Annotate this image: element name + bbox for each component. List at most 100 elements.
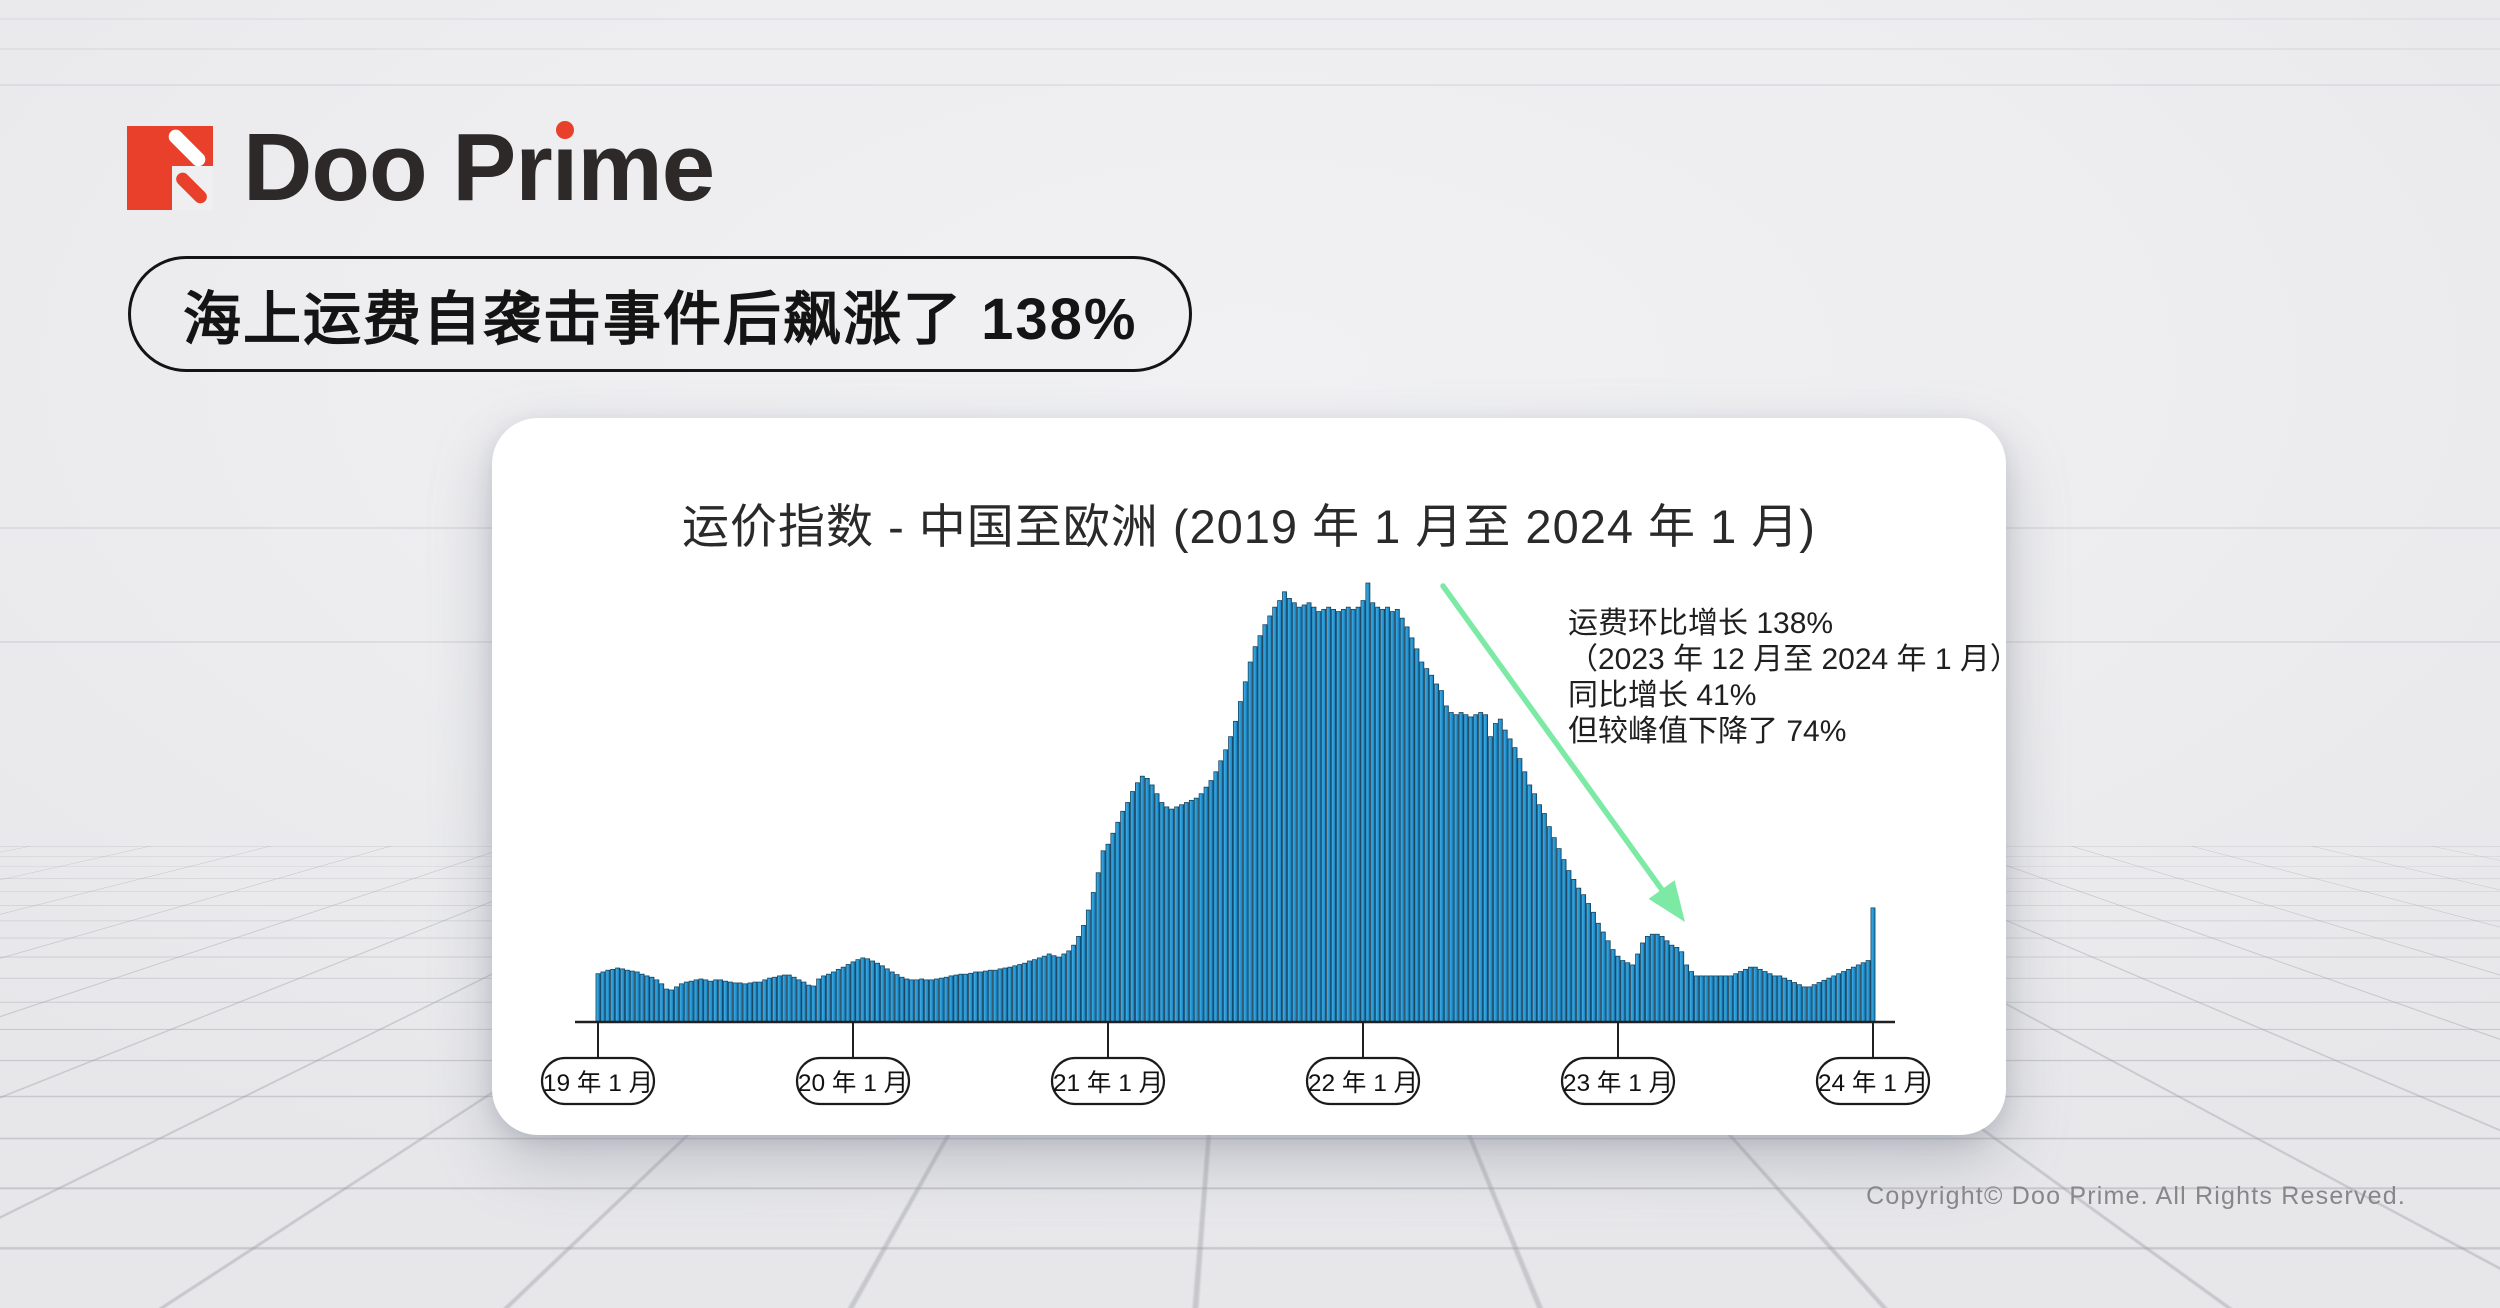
x-axis-ticks: 19 年 1 月 20 年 1 月 21 年 1 月 22 年 1 月 23 年 1 月…: [540, 1022, 1931, 1106]
bar: [1174, 806, 1180, 1023]
bar: [1071, 944, 1077, 1023]
bar: [1110, 832, 1116, 1023]
bar: [1179, 804, 1184, 1023]
bar: [1684, 964, 1690, 1023]
bar: [1051, 955, 1057, 1023]
bar: [806, 984, 812, 1023]
bar: [1193, 797, 1199, 1023]
bar: [1703, 975, 1709, 1023]
x-tick-pill: [795, 1056, 911, 1106]
bar: [943, 976, 949, 1023]
chart-annotation: 运费环比增长 138% （2023 年 12 月至 2024 年 1 月） 同比…: [1568, 606, 2020, 750]
bar: [708, 980, 714, 1023]
bar: [1081, 925, 1086, 1023]
bar: [845, 964, 851, 1023]
bar: [1747, 966, 1753, 1023]
logo-text-right: me: [577, 114, 715, 221]
bar: [835, 968, 841, 1023]
bar: [600, 971, 606, 1023]
bar: [1247, 661, 1253, 1023]
bar: [1532, 793, 1538, 1023]
x-tick-pill: [540, 1056, 656, 1106]
bar: [1139, 775, 1145, 1023]
bar: [1478, 712, 1484, 1023]
trend-arrow: [1440, 583, 1685, 922]
bar: [1218, 760, 1224, 1023]
bar: [1723, 975, 1729, 1023]
bar: [1743, 968, 1748, 1023]
bar: [1419, 661, 1425, 1023]
bar: [1277, 600, 1283, 1023]
bar: [1507, 738, 1513, 1023]
bar: [634, 971, 640, 1023]
bar: [826, 973, 831, 1023]
bar: [674, 986, 679, 1023]
bar: [693, 979, 699, 1023]
bar: [595, 973, 601, 1023]
x-tick-pill: [1560, 1056, 1676, 1106]
bar: [742, 983, 748, 1023]
bar: [1821, 979, 1827, 1023]
bar: [1527, 784, 1533, 1023]
bar: [1453, 714, 1459, 1023]
ceiling-grid-line: [0, 84, 2500, 86]
bar: [1551, 837, 1557, 1023]
x-tick-pill: [1050, 1056, 1166, 1106]
bar: [1679, 951, 1685, 1023]
bar: [664, 988, 670, 1023]
bar: [1694, 975, 1699, 1023]
bar: [1537, 804, 1542, 1023]
bar: [1801, 986, 1807, 1023]
bar: [1208, 780, 1214, 1023]
bar: [855, 959, 861, 1023]
bar: [1036, 957, 1042, 1023]
bar: [1463, 714, 1469, 1023]
bar: [1542, 813, 1547, 1023]
bar: [1448, 712, 1454, 1023]
bar: [615, 967, 621, 1023]
bar: [1095, 872, 1101, 1023]
bar: [1605, 940, 1611, 1023]
bar: [1600, 931, 1606, 1023]
bar: [1380, 608, 1386, 1023]
x-tick-label: 24 年 1 月: [1818, 1069, 1928, 1097]
logo-slash-white: [165, 126, 209, 170]
bar: [1752, 966, 1758, 1023]
bar: [1718, 975, 1724, 1023]
bar: [1360, 600, 1366, 1023]
bar: [1860, 962, 1866, 1023]
bar: [929, 979, 934, 1023]
bar: [1767, 973, 1773, 1023]
bar: [1429, 674, 1435, 1023]
bar: [1022, 962, 1028, 1023]
bar: [625, 969, 630, 1023]
bar: [1473, 714, 1479, 1023]
brand-logo-text: Doo Prıme: [243, 118, 715, 218]
bar: [1782, 977, 1788, 1023]
bar: [772, 976, 777, 1023]
bar: [1502, 729, 1508, 1023]
bar: [811, 985, 817, 1023]
bar: [1546, 826, 1552, 1023]
bar: [1777, 975, 1783, 1023]
bar: [1792, 982, 1797, 1023]
bar: [904, 978, 910, 1023]
bar: [909, 979, 915, 1023]
bar: [1399, 617, 1405, 1023]
bar: [1237, 701, 1243, 1023]
x-tick-pill: [1815, 1056, 1931, 1106]
annotation-line: 但较峰值下降了 74%: [1568, 715, 1847, 748]
x-tick-pill: [1305, 1056, 1421, 1106]
bar: [963, 973, 969, 1023]
bar: [816, 978, 822, 1023]
bar: [1213, 771, 1219, 1023]
bar: [1855, 964, 1861, 1023]
bar: [1316, 611, 1322, 1023]
bar: [1434, 683, 1439, 1023]
bar: [865, 958, 871, 1023]
bar: [801, 981, 807, 1023]
bar: [620, 968, 625, 1023]
bar: [880, 965, 885, 1023]
bar: [840, 966, 846, 1023]
